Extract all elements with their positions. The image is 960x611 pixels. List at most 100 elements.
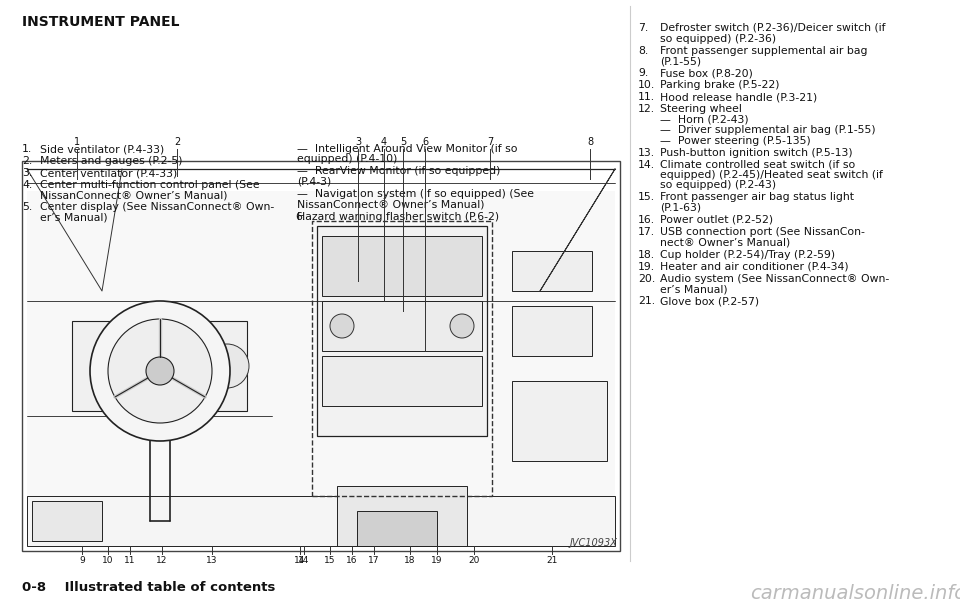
Text: 18: 18 bbox=[404, 556, 416, 565]
Text: 9.: 9. bbox=[638, 68, 648, 78]
Text: Glove box (P.2-57): Glove box (P.2-57) bbox=[660, 296, 759, 306]
Circle shape bbox=[95, 344, 139, 388]
Text: 10.: 10. bbox=[638, 80, 656, 90]
Circle shape bbox=[146, 357, 174, 385]
Bar bbox=[337, 486, 467, 546]
Text: Steering wheel: Steering wheel bbox=[660, 104, 742, 114]
Text: 16: 16 bbox=[347, 556, 358, 565]
Text: Climate controlled seat switch (if so: Climate controlled seat switch (if so bbox=[660, 159, 855, 169]
Text: 21.: 21. bbox=[638, 296, 655, 306]
Text: USB connection port (See NissanCon-: USB connection port (See NissanCon- bbox=[660, 227, 865, 237]
Bar bbox=[322, 356, 482, 406]
Text: 15: 15 bbox=[324, 556, 336, 565]
Text: Heater and air conditioner (P.4-34): Heater and air conditioner (P.4-34) bbox=[660, 262, 849, 271]
Text: 9: 9 bbox=[79, 556, 84, 565]
Bar bbox=[512, 306, 592, 356]
Text: so equipped) (P.2-36): so equipped) (P.2-36) bbox=[660, 34, 776, 43]
Text: 11.: 11. bbox=[638, 92, 655, 102]
Text: 14: 14 bbox=[295, 556, 305, 565]
Text: 3: 3 bbox=[355, 137, 361, 147]
Text: 13.: 13. bbox=[638, 147, 655, 158]
Text: 1: 1 bbox=[74, 137, 80, 147]
Text: er’s Manual): er’s Manual) bbox=[660, 284, 728, 294]
Text: er’s Manual): er’s Manual) bbox=[40, 213, 108, 223]
Text: Meters and gauges (P.2-5): Meters and gauges (P.2-5) bbox=[40, 156, 182, 166]
Text: 20: 20 bbox=[468, 556, 480, 565]
Circle shape bbox=[90, 301, 230, 441]
Text: 14: 14 bbox=[299, 556, 310, 565]
Text: 17: 17 bbox=[369, 556, 380, 565]
Text: Parking brake (P.5-22): Parking brake (P.5-22) bbox=[660, 80, 780, 90]
Text: equipped) (P.2-45)/Heated seat switch (if: equipped) (P.2-45)/Heated seat switch (i… bbox=[660, 170, 883, 180]
Text: 8: 8 bbox=[587, 137, 593, 147]
Text: 6: 6 bbox=[422, 137, 428, 147]
Text: so equipped) (P.2-43): so equipped) (P.2-43) bbox=[660, 180, 776, 191]
Bar bbox=[357, 511, 437, 546]
Bar bbox=[27, 496, 615, 546]
Text: 0-8    Illustrated table of contents: 0-8 Illustrated table of contents bbox=[22, 581, 276, 594]
Text: —  Navigation system (if so equipped) (See: — Navigation system (if so equipped) (Se… bbox=[297, 189, 534, 199]
Text: equipped) (P.4-10): equipped) (P.4-10) bbox=[297, 155, 397, 164]
Circle shape bbox=[155, 344, 199, 388]
Text: 17.: 17. bbox=[638, 227, 655, 237]
Text: nect® Owner’s Manual): nect® Owner’s Manual) bbox=[660, 238, 790, 247]
Text: 19.: 19. bbox=[638, 262, 655, 271]
Text: 18.: 18. bbox=[638, 249, 655, 260]
Text: —  Horn (P.2-43): — Horn (P.2-43) bbox=[660, 114, 749, 125]
Text: Front passenger air bag status light: Front passenger air bag status light bbox=[660, 192, 854, 202]
Text: Power outlet (P.2-52): Power outlet (P.2-52) bbox=[660, 215, 773, 225]
Text: 19: 19 bbox=[431, 556, 443, 565]
Text: —  Intelligent Around View Monitor (if so: — Intelligent Around View Monitor (if so bbox=[297, 144, 517, 154]
Bar bbox=[312, 221, 492, 496]
Circle shape bbox=[450, 314, 474, 338]
Bar bbox=[22, 161, 620, 551]
Text: Hazard warning flasher switch (P.6-2): Hazard warning flasher switch (P.6-2) bbox=[297, 211, 499, 222]
Bar bbox=[512, 381, 607, 461]
Text: 5: 5 bbox=[400, 137, 406, 147]
Text: carmanualsonline.info: carmanualsonline.info bbox=[750, 584, 960, 603]
Text: Center display (See NissanConnect® Own-: Center display (See NissanConnect® Own- bbox=[40, 202, 275, 213]
Text: Defroster switch (P.2-36)/Deicer switch (if: Defroster switch (P.2-36)/Deicer switch … bbox=[660, 23, 885, 33]
Text: 4.: 4. bbox=[22, 180, 33, 190]
Text: Side ventilator (P.4-33): Side ventilator (P.4-33) bbox=[40, 144, 164, 154]
Text: 7.: 7. bbox=[638, 23, 648, 33]
Text: Audio system (See NissanConnect® Own-: Audio system (See NissanConnect® Own- bbox=[660, 274, 889, 284]
Text: Cup holder (P.2-54)/Tray (P.2-59): Cup holder (P.2-54)/Tray (P.2-59) bbox=[660, 249, 835, 260]
Text: INSTRUMENT PANEL: INSTRUMENT PANEL bbox=[22, 15, 180, 29]
Text: (P.4-3): (P.4-3) bbox=[297, 177, 331, 187]
Bar bbox=[322, 236, 482, 296]
Text: 12.: 12. bbox=[638, 104, 655, 114]
Circle shape bbox=[330, 314, 354, 338]
Bar bbox=[322, 301, 482, 351]
Text: 13: 13 bbox=[206, 556, 218, 565]
Text: (P.1-63): (P.1-63) bbox=[660, 203, 701, 213]
Text: 14.: 14. bbox=[638, 159, 655, 169]
Text: 21: 21 bbox=[546, 556, 558, 565]
Text: 8.: 8. bbox=[638, 45, 648, 56]
Bar bbox=[32, 501, 102, 541]
Text: NissanConnect® Owner’s Manual): NissanConnect® Owner’s Manual) bbox=[297, 200, 485, 210]
Text: 20.: 20. bbox=[638, 274, 656, 284]
Circle shape bbox=[108, 319, 212, 423]
Text: —  Power steering (P.5-135): — Power steering (P.5-135) bbox=[660, 136, 811, 145]
Bar bbox=[512, 251, 592, 291]
Bar bbox=[27, 191, 615, 496]
Text: Push-button ignition switch (P.5-13): Push-button ignition switch (P.5-13) bbox=[660, 147, 852, 158]
Text: 3.: 3. bbox=[22, 168, 33, 178]
Text: 6.: 6. bbox=[295, 211, 305, 222]
Text: 12: 12 bbox=[156, 556, 168, 565]
Text: 16.: 16. bbox=[638, 215, 655, 225]
Text: 1.: 1. bbox=[22, 144, 33, 154]
Text: JVC1093X: JVC1093X bbox=[569, 538, 617, 548]
Text: 2: 2 bbox=[174, 137, 180, 147]
Text: Hood release handle (P.3-21): Hood release handle (P.3-21) bbox=[660, 92, 817, 102]
Text: Center multi-function control panel (See: Center multi-function control panel (See bbox=[40, 180, 259, 190]
Text: Fuse box (P.8-20): Fuse box (P.8-20) bbox=[660, 68, 753, 78]
Text: 11: 11 bbox=[124, 556, 135, 565]
Text: —  Driver supplemental air bag (P.1-55): — Driver supplemental air bag (P.1-55) bbox=[660, 125, 876, 135]
Text: 10: 10 bbox=[103, 556, 113, 565]
Bar bbox=[317, 226, 487, 436]
Text: Front passenger supplemental air bag: Front passenger supplemental air bag bbox=[660, 45, 868, 56]
Text: 4: 4 bbox=[381, 137, 387, 147]
Text: (P.1-55): (P.1-55) bbox=[660, 56, 701, 66]
